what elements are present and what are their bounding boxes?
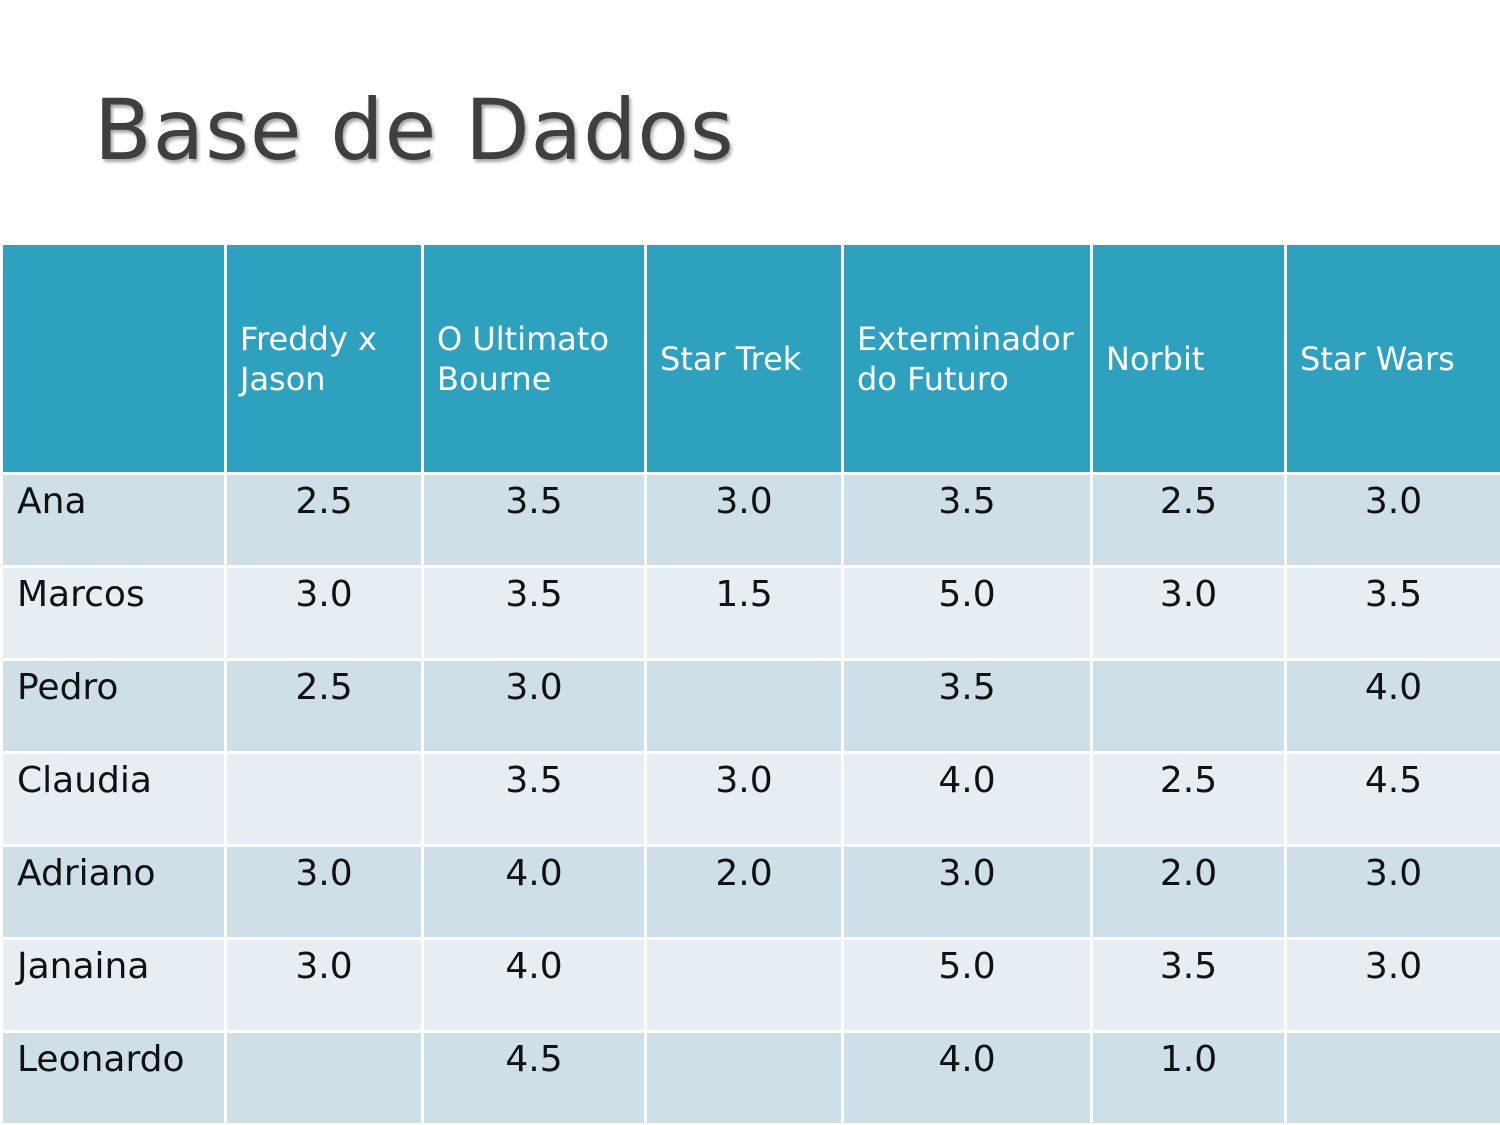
table-header-row: Freddy x Jason O Ultimato Bourne Star Tr…	[0, 242, 1500, 475]
row-name-cell: Marcos	[0, 565, 227, 661]
rating-cell: 1.0	[1090, 1030, 1287, 1125]
rating-cell: 3.0	[644, 472, 844, 568]
rating-cell: 3.5	[1284, 565, 1500, 661]
rating-cell: 2.0	[1090, 844, 1287, 940]
rating-cell: 4.0	[841, 751, 1093, 847]
row-name-cell: Leonardo	[0, 1030, 227, 1125]
rating-cell: 1.5	[644, 565, 844, 661]
table-row: Janaina 3.0 4.0 5.0 3.5 3.0	[0, 937, 1500, 1033]
rating-cell: 4.5	[421, 1030, 647, 1125]
rating-cell: 3.5	[421, 751, 647, 847]
rating-cell	[1284, 1030, 1500, 1125]
column-header-freddy-x-jason: Freddy x Jason	[224, 242, 424, 475]
header-corner-cell	[0, 242, 227, 475]
column-header-norbit: Norbit	[1090, 242, 1287, 475]
rating-cell: 3.5	[1090, 937, 1287, 1033]
rating-cell: 3.0	[841, 844, 1093, 940]
rating-cell: 3.0	[224, 937, 424, 1033]
row-name-cell: Claudia	[0, 751, 227, 847]
table-row: Claudia 3.5 3.0 4.0 2.5 4.5	[0, 751, 1500, 847]
rating-cell: 2.0	[644, 844, 844, 940]
rating-cell: 4.0	[421, 937, 647, 1033]
rating-cell	[1090, 658, 1287, 754]
rating-cell	[644, 937, 844, 1033]
slide-title: Base de Dados	[94, 81, 735, 179]
rating-cell: 3.0	[224, 844, 424, 940]
column-header-exterminador-do-futuro: Exterminador do Futuro	[841, 242, 1093, 475]
row-name-cell: Janaina	[0, 937, 227, 1033]
rating-cell: 2.5	[1090, 751, 1287, 847]
row-name-cell: Adriano	[0, 844, 227, 940]
rating-cell: 2.5	[1090, 472, 1287, 568]
rating-cell: 3.5	[841, 658, 1093, 754]
rating-cell	[644, 658, 844, 754]
rating-cell: 4.5	[1284, 751, 1500, 847]
table-row: Leonardo 4.5 4.0 1.0	[0, 1030, 1500, 1125]
table-row: Adriano 3.0 4.0 2.0 3.0 2.0 3.0	[0, 844, 1500, 940]
rating-cell: 2.5	[224, 658, 424, 754]
rating-cell: 2.5	[224, 472, 424, 568]
rating-cell: 3.0	[1284, 937, 1500, 1033]
ratings-table: Freddy x Jason O Ultimato Bourne Star Tr…	[0, 242, 1500, 1125]
table-row: Marcos 3.0 3.5 1.5 5.0 3.0 3.5	[0, 565, 1500, 661]
rating-cell	[644, 1030, 844, 1125]
rating-cell: 5.0	[841, 937, 1093, 1033]
rating-cell: 4.0	[421, 844, 647, 940]
rating-cell	[224, 751, 424, 847]
rating-cell: 3.0	[421, 658, 647, 754]
rating-cell: 5.0	[841, 565, 1093, 661]
rating-cell: 3.5	[421, 565, 647, 661]
table-row: Ana 2.5 3.5 3.0 3.5 2.5 3.0	[0, 472, 1500, 568]
rating-cell: 3.5	[841, 472, 1093, 568]
rating-cell: 4.0	[1284, 658, 1500, 754]
rating-cell: 3.0	[1090, 565, 1287, 661]
rating-cell: 3.0	[1284, 472, 1500, 568]
row-name-cell: Ana	[0, 472, 227, 568]
table-row: Pedro 2.5 3.0 3.5 4.0	[0, 658, 1500, 754]
rating-cell: 3.0	[1284, 844, 1500, 940]
column-header-star-trek: Star Trek	[644, 242, 844, 475]
rating-cell: 4.0	[841, 1030, 1093, 1125]
rating-cell: 3.0	[224, 565, 424, 661]
rating-cell: 3.0	[644, 751, 844, 847]
row-name-cell: Pedro	[0, 658, 227, 754]
rating-cell	[224, 1030, 424, 1125]
rating-cell: 3.5	[421, 472, 647, 568]
column-header-star-wars: Star Wars	[1284, 242, 1500, 475]
column-header-o-ultimato-bourne: O Ultimato Bourne	[421, 242, 647, 475]
